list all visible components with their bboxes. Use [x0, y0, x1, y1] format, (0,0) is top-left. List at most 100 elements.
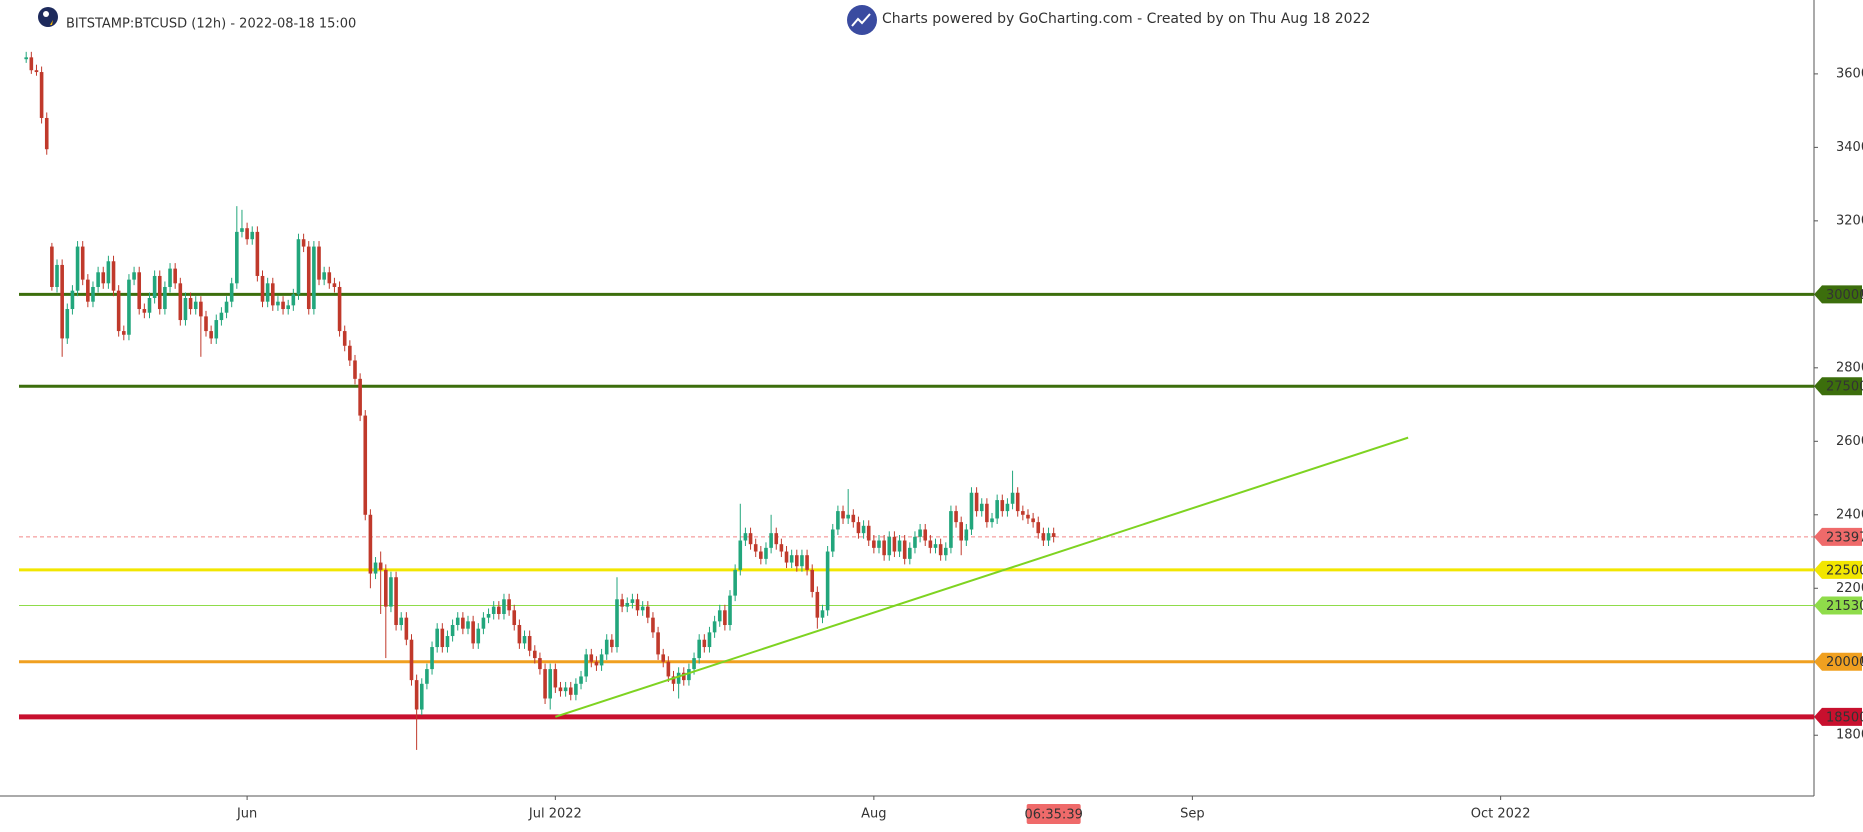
- watermark-logo: [847, 5, 877, 35]
- candle-body: [111, 261, 116, 291]
- candle-body: [96, 272, 100, 287]
- candle-body: [291, 294, 296, 306]
- candle-body: [728, 595, 732, 626]
- candle-body: [265, 283, 270, 302]
- candle-body: [943, 547, 948, 556]
- candle-body: [527, 636, 532, 651]
- candle-body: [553, 669, 558, 688]
- candle-body: [887, 536, 892, 556]
- candle-body: [229, 283, 234, 302]
- candle-body: [270, 283, 275, 306]
- candle-body: [1031, 518, 1035, 523]
- level-label: 22500: [1826, 563, 1863, 578]
- candle-body: [702, 639, 707, 648]
- candle-body: [805, 555, 809, 570]
- candle-body: [445, 636, 450, 648]
- candle-body: [825, 551, 830, 611]
- candle-body: [774, 533, 779, 545]
- candle-body: [563, 687, 568, 692]
- candle-body: [127, 279, 131, 335]
- candle-body: [440, 628, 445, 648]
- candle-body: [34, 70, 39, 73]
- candle-body: [512, 610, 517, 626]
- candle-body: [681, 672, 686, 681]
- candle-body: [913, 536, 917, 548]
- candle-body: [183, 298, 188, 321]
- candle-body: [358, 378, 362, 416]
- level-label: 20000: [1826, 655, 1863, 670]
- y-tick-label: 36000: [1836, 66, 1863, 81]
- candle-body: [75, 246, 80, 291]
- candle-body: [856, 522, 861, 534]
- candle-body: [851, 514, 856, 523]
- candle-body: [568, 687, 573, 695]
- candle-body: [240, 228, 244, 232]
- countdown: 06:35:39: [1024, 808, 1082, 823]
- candle-body: [466, 621, 470, 629]
- candle-body: [173, 268, 177, 284]
- candle-body: [969, 492, 974, 530]
- last-price-box: [1814, 527, 1862, 546]
- candle-body: [188, 298, 193, 310]
- candle-body: [29, 57, 34, 71]
- candle-body: [204, 316, 208, 332]
- candle-body: [322, 272, 326, 280]
- candle-body: [522, 636, 527, 644]
- candle-body: [928, 540, 933, 548]
- candle-body: [1041, 533, 1046, 541]
- candle-body: [599, 654, 604, 666]
- level-box: [1814, 652, 1862, 671]
- candles: [24, 51, 1056, 750]
- candle-body: [373, 562, 378, 574]
- candle-body: [517, 625, 522, 644]
- x-tick-label: Jun: [236, 807, 257, 822]
- y-tick-label: 34000: [1836, 140, 1863, 155]
- candle-body: [368, 514, 373, 574]
- candle-body: [260, 275, 265, 302]
- candle-body: [399, 617, 404, 626]
- candle-body: [579, 676, 583, 684]
- candle-body: [1021, 511, 1025, 515]
- candle-body: [938, 544, 943, 556]
- candle-body: [142, 309, 147, 313]
- candle-body: [753, 544, 758, 552]
- level-box: [1814, 707, 1862, 726]
- candle-body: [651, 617, 655, 633]
- level-box: [1814, 560, 1862, 579]
- candle-body: [91, 286, 95, 302]
- candle-body: [147, 298, 152, 313]
- candle-body: [363, 415, 368, 515]
- candle-body: [106, 261, 111, 284]
- candle-body: [584, 654, 588, 677]
- candle-body: [846, 514, 850, 519]
- candle-body: [1000, 500, 1005, 512]
- candle-body: [954, 511, 958, 523]
- candle-body: [281, 301, 285, 310]
- candle-body: [635, 599, 640, 611]
- candle-body: [656, 632, 660, 655]
- candle-body: [723, 610, 727, 626]
- candle-body: [1015, 492, 1020, 512]
- candle-body: [620, 599, 624, 607]
- level-label: 27500: [1826, 380, 1863, 395]
- candle-body: [1010, 492, 1015, 504]
- candle-body: [615, 599, 619, 648]
- candle-body: [276, 301, 280, 306]
- candle-body: [882, 540, 886, 556]
- candle-body: [964, 529, 969, 541]
- candle-body: [1036, 522, 1041, 534]
- candle-body: [235, 231, 239, 284]
- candle-body: [199, 301, 203, 317]
- candle-body: [836, 511, 840, 530]
- candle-body: [461, 617, 465, 629]
- candle-body: [671, 676, 676, 684]
- candle-body: [245, 228, 249, 240]
- candle-body: [250, 231, 255, 240]
- candle-body: [548, 669, 553, 699]
- candle-body: [455, 617, 460, 626]
- candle-body: [877, 540, 881, 548]
- candle-body: [640, 606, 645, 611]
- candle-body: [902, 540, 907, 559]
